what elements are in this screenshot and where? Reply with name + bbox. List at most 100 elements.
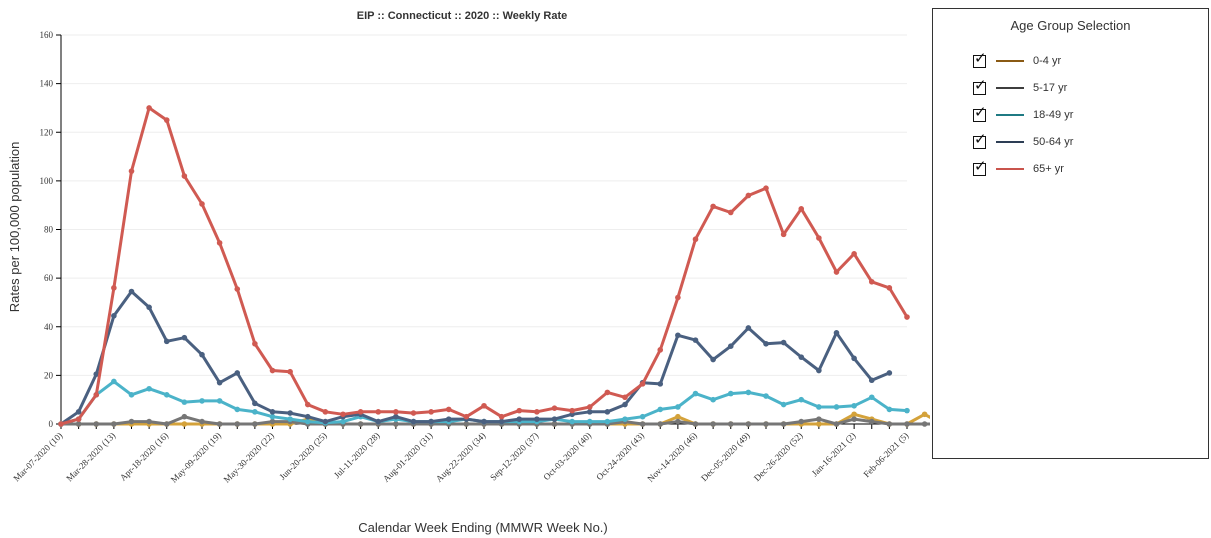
data-point[interactable]	[710, 203, 716, 210]
data-point[interactable]	[445, 406, 452, 413]
data-point[interactable]	[675, 332, 681, 339]
data-point[interactable]	[886, 421, 893, 427]
data-point[interactable]	[798, 418, 805, 425]
data-point[interactable]	[692, 236, 699, 243]
data-point[interactable]	[181, 413, 188, 420]
data-point[interactable]	[833, 330, 840, 336]
legend-item-50-64[interactable]: 50-64 yr	[973, 132, 1073, 151]
data-point[interactable]	[551, 405, 558, 411]
data-point[interactable]	[816, 416, 822, 422]
data-point[interactable]	[58, 421, 64, 427]
data-point[interactable]	[622, 401, 628, 408]
data-point[interactable]	[657, 406, 664, 413]
data-point[interactable]	[252, 340, 258, 347]
data-point[interactable]	[586, 404, 593, 410]
data-point[interactable]	[428, 418, 434, 425]
data-point[interactable]	[657, 421, 664, 427]
data-point[interactable]	[498, 418, 505, 425]
data-point[interactable]	[428, 409, 434, 415]
data-point[interactable]	[498, 413, 505, 420]
data-point[interactable]	[375, 418, 382, 425]
data-point[interactable]	[357, 409, 364, 415]
data-point[interactable]	[181, 399, 188, 405]
data-point[interactable]	[199, 418, 205, 425]
data-point[interactable]	[622, 416, 628, 422]
data-point[interactable]	[745, 421, 752, 427]
data-point[interactable]	[868, 418, 875, 425]
data-point[interactable]	[551, 421, 558, 427]
data-point[interactable]	[340, 418, 346, 425]
legend-item-65-plus[interactable]: 65+ yr	[973, 159, 1064, 178]
data-point[interactable]	[816, 235, 822, 241]
checkbox-checked-icon[interactable]	[973, 105, 987, 122]
data-point[interactable]	[269, 413, 276, 420]
data-point[interactable]	[269, 409, 276, 415]
data-point[interactable]	[904, 314, 910, 320]
legend-item-18-49[interactable]: 18-49 yr	[973, 105, 1073, 124]
data-point[interactable]	[586, 409, 593, 415]
data-point[interactable]	[481, 418, 487, 425]
data-point[interactable]	[586, 418, 593, 425]
data-point[interactable]	[868, 377, 875, 384]
data-point[interactable]	[798, 396, 805, 403]
data-point[interactable]	[357, 421, 364, 427]
data-point[interactable]	[287, 410, 293, 416]
data-point[interactable]	[622, 394, 628, 401]
data-point[interactable]	[851, 411, 857, 418]
data-point[interactable]	[216, 398, 223, 404]
data-point[interactable]	[816, 421, 822, 427]
data-point[interactable]	[798, 206, 805, 212]
data-point[interactable]	[146, 418, 152, 425]
data-point[interactable]	[163, 392, 170, 398]
data-point[interactable]	[481, 402, 487, 409]
data-point[interactable]	[111, 421, 117, 427]
data-point[interactable]	[780, 339, 787, 346]
data-point[interactable]	[534, 416, 540, 422]
data-point[interactable]	[727, 343, 734, 350]
data-point[interactable]	[727, 209, 734, 216]
data-point[interactable]	[921, 411, 928, 418]
data-point[interactable]	[780, 401, 787, 408]
data-point[interactable]	[269, 367, 276, 374]
data-point[interactable]	[692, 390, 699, 397]
data-point[interactable]	[745, 192, 752, 199]
data-point[interactable]	[763, 340, 769, 347]
data-point[interactable]	[163, 117, 170, 123]
data-point[interactable]	[252, 421, 258, 427]
data-point[interactable]	[199, 201, 205, 207]
data-point[interactable]	[75, 416, 82, 422]
data-point[interactable]	[727, 421, 734, 427]
data-point[interactable]	[745, 389, 752, 396]
data-point[interactable]	[234, 286, 241, 292]
data-point[interactable]	[727, 390, 734, 397]
data-point[interactable]	[234, 421, 241, 427]
data-point[interactable]	[851, 402, 857, 409]
data-point[interactable]	[569, 418, 575, 425]
data-point[interactable]	[287, 416, 293, 422]
data-point[interactable]	[833, 421, 840, 427]
data-point[interactable]	[410, 410, 417, 416]
data-point[interactable]	[410, 418, 417, 425]
data-point[interactable]	[657, 347, 664, 353]
checkbox-checked-icon[interactable]	[973, 132, 987, 149]
data-point[interactable]	[675, 413, 681, 420]
data-point[interactable]	[763, 185, 769, 191]
data-point[interactable]	[833, 404, 840, 410]
data-point[interactable]	[181, 334, 188, 341]
data-point[interactable]	[816, 367, 822, 374]
data-point[interactable]	[551, 416, 558, 422]
data-point[interactable]	[604, 409, 611, 415]
data-point[interactable]	[886, 406, 893, 413]
data-point[interactable]	[93, 421, 100, 427]
data-point[interactable]	[269, 418, 276, 425]
data-point[interactable]	[780, 231, 787, 238]
data-point[interactable]	[128, 168, 135, 174]
data-point[interactable]	[199, 351, 205, 358]
data-point[interactable]	[710, 421, 716, 427]
data-point[interactable]	[199, 398, 205, 404]
data-point[interactable]	[216, 240, 223, 246]
data-point[interactable]	[304, 418, 311, 425]
data-point[interactable]	[886, 285, 893, 291]
data-point[interactable]	[851, 416, 857, 422]
data-point[interactable]	[675, 404, 681, 410]
